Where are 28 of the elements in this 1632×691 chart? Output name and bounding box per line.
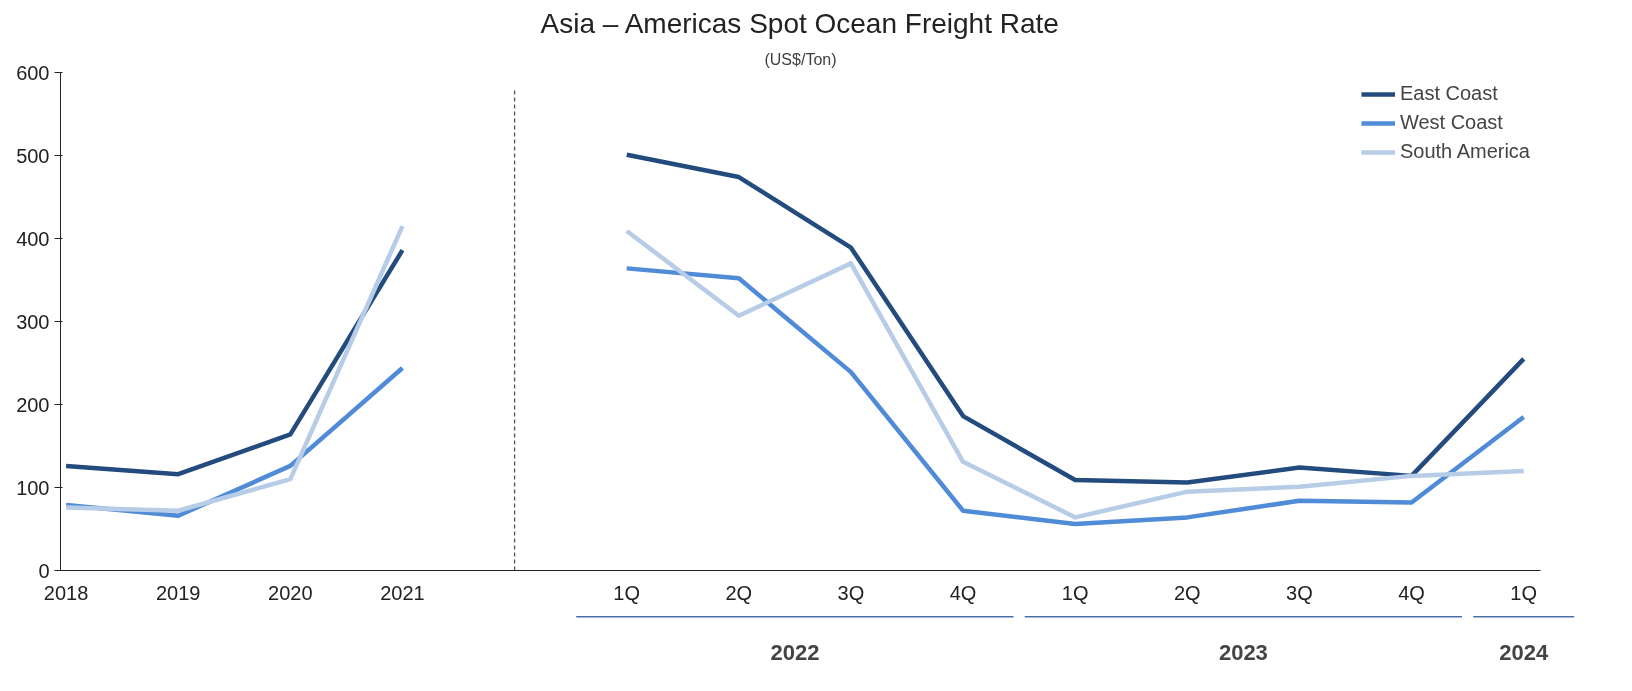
x-tick-label: 3Q bbox=[1286, 581, 1313, 604]
y-tick-label: 0 bbox=[38, 559, 50, 582]
legend-label: West Coast bbox=[1399, 111, 1503, 134]
y-tick-label: 400 bbox=[16, 227, 50, 250]
text: 2023 bbox=[1218, 640, 1268, 666]
text: 2022 bbox=[770, 640, 820, 666]
chart-title: Asia – Americas Spot Ocean Freight Rate bbox=[540, 7, 1059, 39]
x-tick-label: 1Q bbox=[1510, 581, 1538, 604]
x-tick-label: 4Q bbox=[949, 581, 977, 604]
y-tick-label: 500 bbox=[16, 144, 50, 167]
y-tick-label: 100 bbox=[16, 476, 50, 499]
y-tick-label: 600 bbox=[16, 61, 50, 84]
legend-label: East Coast bbox=[1399, 82, 1498, 105]
x-tick-label: 3Q bbox=[837, 581, 865, 604]
x-tick-label: 2019 bbox=[155, 581, 201, 604]
x-tick-label: 2020 bbox=[268, 581, 313, 604]
x-tick-label: 1Q bbox=[1061, 581, 1089, 604]
x-tick-label: 2Q bbox=[1173, 581, 1201, 604]
x-tick-label: 2Q bbox=[725, 581, 753, 604]
chart-subtitle: (US$/Ton) bbox=[764, 50, 837, 68]
y-tick-label: 300 bbox=[16, 310, 50, 333]
legend-label: South America bbox=[1399, 140, 1530, 163]
x-tick-label: 2021 bbox=[380, 581, 425, 604]
x-tick-label: 1Q bbox=[613, 581, 641, 604]
x-tick-label: 4Q bbox=[1398, 581, 1425, 604]
y-tick-label: 200 bbox=[16, 393, 50, 416]
x-tick-label: 2018 bbox=[43, 581, 89, 604]
text: 2024 bbox=[1499, 640, 1549, 666]
